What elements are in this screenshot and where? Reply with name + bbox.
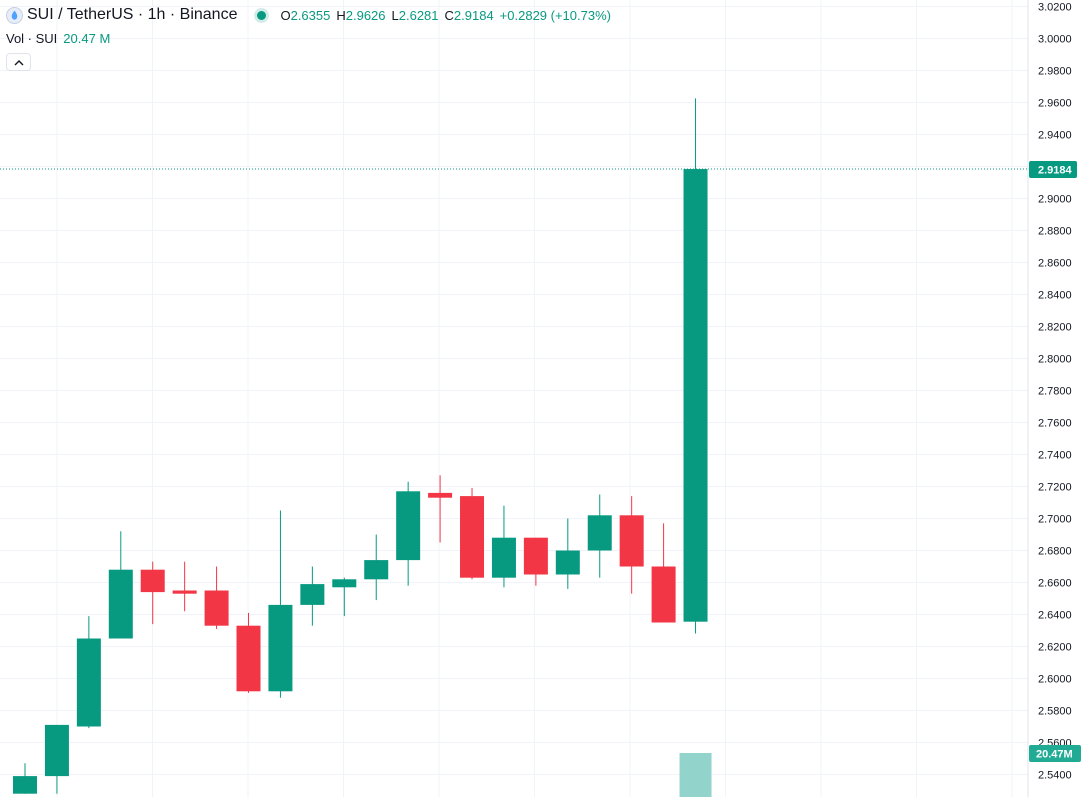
chevron-up-icon bbox=[14, 59, 23, 65]
change-value: +0.2829 (+10.73%) bbox=[499, 7, 611, 23]
candle bbox=[396, 481, 421, 586]
volume-bars bbox=[679, 753, 712, 797]
high-value: 2.9626 bbox=[345, 7, 386, 23]
price-tick-label: 2.5800 bbox=[1038, 706, 1072, 718]
ohlc-values: O 2.6355 H 2.9626 L 2.6281 C 2.9184 +0.2… bbox=[280, 8, 617, 23]
last-price-label-text: 2.9184 bbox=[1038, 165, 1073, 177]
candle bbox=[204, 566, 229, 629]
candle-body bbox=[619, 515, 644, 567]
candle-body bbox=[108, 569, 133, 639]
candle-body bbox=[172, 590, 197, 594]
candle bbox=[523, 537, 548, 586]
candle bbox=[619, 496, 644, 594]
candle-body bbox=[523, 537, 548, 575]
close-value: 2.9184 bbox=[453, 7, 494, 23]
candle bbox=[76, 616, 101, 729]
volume-label[interactable]: Vol · SUI bbox=[6, 31, 58, 46]
open-value: 2.6355 bbox=[290, 7, 331, 23]
candle bbox=[172, 561, 197, 612]
candle-body bbox=[236, 625, 261, 692]
candle-body bbox=[140, 569, 165, 593]
candle-body bbox=[587, 515, 612, 551]
candle bbox=[268, 510, 293, 698]
price-tick-label: 2.6200 bbox=[1038, 642, 1072, 654]
volume-legend: Vol · SUI 20.47 M bbox=[6, 31, 110, 46]
candle bbox=[364, 534, 389, 601]
price-tick-label: 3.0200 bbox=[1038, 2, 1072, 14]
price-tick-label: 2.5400 bbox=[1038, 770, 1072, 782]
price-tick-label: 2.8000 bbox=[1038, 354, 1072, 366]
candle bbox=[332, 577, 357, 617]
low-label: L bbox=[391, 7, 399, 23]
candle-body bbox=[491, 537, 516, 578]
chart-grid bbox=[0, 0, 1028, 797]
candle-body bbox=[300, 584, 325, 605]
candle-body bbox=[364, 560, 389, 580]
price-tick-label: 2.7800 bbox=[1038, 386, 1072, 398]
candle-body bbox=[44, 724, 69, 777]
close-label: C bbox=[444, 7, 454, 23]
price-tick-label: 2.8400 bbox=[1038, 290, 1072, 302]
candle bbox=[491, 505, 516, 588]
sui-logo-icon bbox=[6, 6, 23, 24]
volume-bar bbox=[679, 753, 712, 797]
last-volume-label-text: 20.47M bbox=[1036, 749, 1073, 761]
candle bbox=[587, 494, 612, 578]
candle-body bbox=[460, 496, 485, 578]
candle bbox=[13, 763, 37, 794]
last-price-label-bg bbox=[1029, 161, 1077, 179]
price-tick-label: 2.9800 bbox=[1038, 66, 1072, 78]
candle-body bbox=[332, 579, 357, 588]
candle bbox=[460, 488, 485, 580]
symbol-title[interactable]: SUI / TetherUS · 1h · Binance bbox=[27, 6, 238, 23]
candle bbox=[236, 612, 261, 693]
price-tick-label: 2.7000 bbox=[1038, 514, 1072, 526]
candle-body bbox=[428, 492, 453, 498]
candle bbox=[428, 475, 453, 543]
price-tick-label: 2.8600 bbox=[1038, 258, 1072, 270]
collapse-legend-button[interactable] bbox=[6, 53, 31, 71]
candle bbox=[555, 518, 580, 589]
candle bbox=[140, 561, 165, 625]
last-volume-label: 20.47M bbox=[1029, 745, 1081, 762]
price-tick-label: 3.0000 bbox=[1038, 34, 1072, 46]
price-tick-label: 2.7400 bbox=[1038, 450, 1072, 462]
candle-body bbox=[268, 604, 293, 692]
candle bbox=[44, 724, 69, 794]
price-tick-label: 2.8200 bbox=[1038, 322, 1072, 334]
candles bbox=[13, 98, 708, 794]
volume-value: 20.47 M bbox=[63, 31, 111, 46]
price-tick-label: 2.7200 bbox=[1038, 482, 1072, 494]
candle-body bbox=[651, 566, 676, 623]
price-tick-label: 2.6400 bbox=[1038, 610, 1072, 622]
price-tick-label: 2.9400 bbox=[1038, 130, 1072, 142]
price-axis[interactable]: 3.02003.00002.98002.96002.94002.92002.90… bbox=[1027, 0, 1072, 797]
candle-body bbox=[76, 638, 101, 727]
price-tick-label: 2.9600 bbox=[1038, 98, 1072, 110]
open-label: O bbox=[280, 7, 291, 23]
candle-body bbox=[683, 169, 708, 622]
candle bbox=[651, 523, 676, 623]
candle bbox=[683, 98, 708, 634]
price-tick-label: 2.6600 bbox=[1038, 578, 1072, 590]
candle-body bbox=[13, 776, 37, 794]
last-price-label: 2.9184 bbox=[1029, 161, 1077, 179]
low-value: 2.6281 bbox=[398, 7, 439, 23]
axis-labels: 2.9184 20.47M bbox=[1029, 161, 1081, 762]
price-tick-label: 2.9000 bbox=[1038, 194, 1072, 206]
candle-body bbox=[204, 590, 229, 626]
candle bbox=[108, 531, 133, 639]
candle bbox=[300, 566, 325, 626]
high-label: H bbox=[336, 7, 346, 23]
price-tick-label: 2.8800 bbox=[1038, 226, 1072, 238]
candle-body bbox=[396, 491, 421, 561]
market-status-icon bbox=[257, 10, 267, 20]
last-volume-label-bg bbox=[1029, 745, 1081, 762]
price-tick-label: 2.6000 bbox=[1038, 674, 1072, 686]
price-tick-label: 2.7600 bbox=[1038, 418, 1072, 430]
price-tick-label: 2.6800 bbox=[1038, 546, 1072, 558]
candle-body bbox=[555, 550, 580, 575]
symbol-legend: SUI / TetherUS · 1h · Binance O 2.6355 H… bbox=[6, 5, 617, 25]
